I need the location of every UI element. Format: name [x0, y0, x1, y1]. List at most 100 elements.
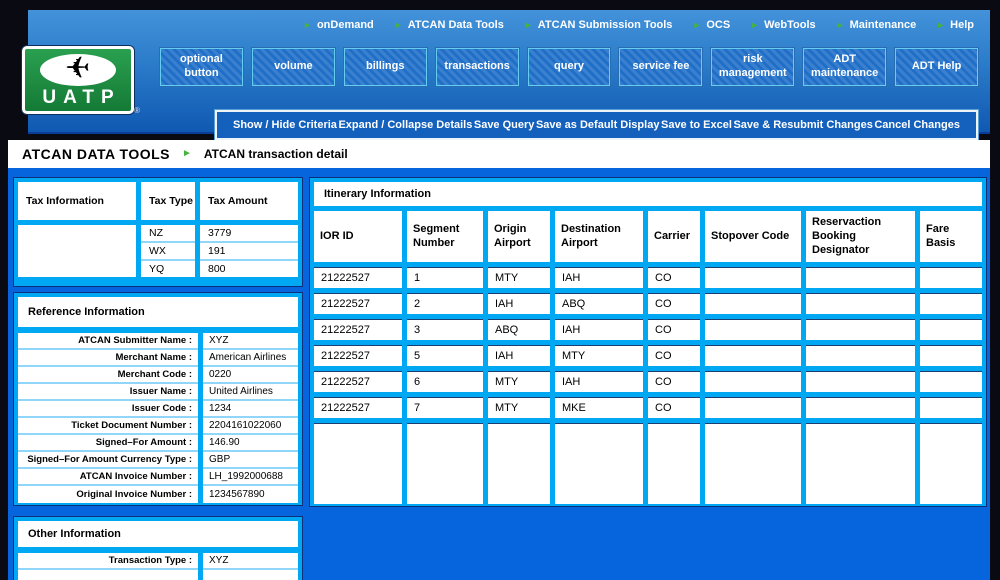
nav-arrow-icon: ► [936, 21, 945, 30]
itinerary-cell: CO [648, 397, 700, 418]
itinerary-cell: 21222527 [314, 267, 402, 288]
nav-item-webtools[interactable]: ►WebTools [750, 19, 815, 31]
itinerary-cell: IAH [555, 319, 643, 340]
nav-item-ocs[interactable]: ►OCS [692, 19, 730, 31]
itinerary-cell: MTY [488, 371, 550, 392]
tax-header-row: Tax Information Tax Type Tax Amount [18, 182, 298, 220]
field-label: Transaction Type : [18, 553, 198, 570]
module-button-adt-maintenance[interactable]: ADT maintenance [803, 48, 886, 86]
itinerary-cell: 21222527 [314, 345, 402, 366]
itinerary-cell: MTY [488, 397, 550, 418]
tax-amount-column: 3779191800 [200, 225, 298, 277]
itinerary-table: IOR IDSegment NumberOrigin AirportDestin… [314, 211, 982, 504]
field-value: LH_1992000688 [203, 469, 298, 486]
tax-amount-header: Tax Amount [200, 182, 298, 220]
itinerary-col-header-destination-airport: Destination Airport [555, 211, 643, 262]
field-label: Merchant Code : [18, 367, 198, 384]
itinerary-col-header-reservaction-booking-designator: Reservaction Booking Designator [806, 211, 915, 262]
field-label: Original Invoice Number : [18, 486, 198, 503]
itinerary-col-header-ior-id: IOR ID [314, 211, 402, 262]
itinerary-cell: IAH [488, 345, 550, 366]
itinerary-col-header-stopover-code: Stopover Code [705, 211, 801, 262]
itinerary-cell: IAH [488, 293, 550, 314]
reference-information-panel: Reference Information ATCAN Submitter Na… [14, 293, 302, 505]
nav-item-atcan-data-tools[interactable]: ►ATCAN Data Tools [394, 19, 504, 31]
field-label: Issuer Code : [18, 401, 198, 418]
itinerary-information-panel: Itinerary Information IOR IDSegment Numb… [310, 178, 986, 506]
logo-oval: ✈ [40, 54, 116, 86]
toolbar-item-show-hide-criteria[interactable]: Show / Hide Criteria [233, 119, 337, 131]
app-window: { "colors": { "outer_frame": "#0a0b12", … [0, 0, 1000, 580]
field-label [18, 570, 198, 580]
module-button-volume[interactable]: volume [252, 48, 335, 86]
toolbar-item-save-resubmit-changes[interactable]: Save & Resubmit Changes [733, 119, 872, 131]
tax-panel-title: Tax Information [18, 182, 136, 220]
field-value: 2204161022060 [203, 418, 298, 435]
itinerary-cell [920, 345, 982, 366]
nav-item-atcan-submission-tools[interactable]: ►ATCAN Submission Tools [524, 19, 673, 31]
breadcrumb-arrow-icon: ► [182, 149, 192, 159]
itinerary-cell: 2 [407, 293, 483, 314]
nav-arrow-icon: ► [394, 21, 403, 30]
nav-arrow-icon: ► [692, 21, 701, 30]
itinerary-cell: CO [648, 319, 700, 340]
module-button-adt-help[interactable]: ADT Help [895, 48, 978, 86]
itinerary-cell: CO [648, 345, 700, 366]
toolbar-item-expand-collapse-details[interactable]: Expand / Collapse Details [338, 119, 472, 131]
field-value: 1234 [203, 401, 298, 418]
nav-arrow-icon: ► [750, 21, 759, 30]
toolbar-item-cancel-changes[interactable]: Cancel Changes [874, 119, 960, 131]
itinerary-cell: 21222527 [314, 293, 402, 314]
nav-item-maintenance[interactable]: ► Maintenance [836, 19, 917, 31]
itinerary-empty-cell [920, 423, 982, 504]
itinerary-cell: ABQ [488, 319, 550, 340]
module-button-optional-button[interactable]: optional button [160, 48, 243, 86]
nav-item-label: Maintenance [850, 19, 917, 31]
field-value: 146.90 [203, 435, 298, 452]
tax-information-panel: Tax Information Tax Type Tax Amount NZWX… [14, 178, 302, 286]
page-title-bar: ATCAN DATA TOOLS ► ATCAN transaction det… [8, 140, 990, 168]
module-button-transactions[interactable]: transactions [436, 48, 519, 86]
toolbar-item-save-as-default-display[interactable]: Save as Default Display [536, 119, 660, 131]
itinerary-empty-cell [705, 423, 801, 504]
other-information-panel: Other Information Transaction Type : XYZ [14, 517, 302, 580]
itinerary-empty-cell [555, 423, 643, 504]
itinerary-col-header-origin-airport: Origin Airport [488, 211, 550, 262]
field-label: ATCAN Submitter Name : [18, 333, 198, 350]
itinerary-cell: CO [648, 267, 700, 288]
nav-item-ondemand[interactable]: ►onDemand [303, 19, 374, 31]
nav-item-help[interactable]: ► Help [936, 19, 974, 31]
tax-spacer-cell [18, 225, 136, 277]
content-area: Tax Information Tax Type Tax Amount NZWX… [8, 168, 990, 580]
itinerary-col-header-carrier: Carrier [648, 211, 700, 262]
field-value: XYZ [203, 553, 298, 570]
field-value: XYZ [203, 333, 298, 350]
field-label: Merchant Name : [18, 350, 198, 367]
itinerary-cell [705, 319, 801, 340]
other-panel-title: Other Information [18, 521, 298, 547]
nav-item-label: Help [950, 19, 974, 31]
registered-mark: ® [134, 106, 140, 115]
itinerary-cell [806, 319, 915, 340]
itinerary-cell: CO [648, 293, 700, 314]
itinerary-cell: 21222527 [314, 371, 402, 392]
itinerary-empty-cell [648, 423, 700, 504]
nav-arrow-icon: ► [836, 21, 845, 30]
toolbar-item-save-query[interactable]: Save Query [474, 119, 535, 131]
itinerary-col-header-fare-basis: Fare Basis [920, 211, 982, 262]
module-button-query[interactable]: query [528, 48, 611, 86]
nav-arrow-icon: ► [524, 21, 533, 30]
module-button-risk-management[interactable]: risk management [711, 48, 794, 86]
field-value [203, 570, 298, 580]
itinerary-cell [806, 371, 915, 392]
logo-text: UATP [35, 88, 120, 107]
toolbar-item-save-to-excel[interactable]: Save to Excel [661, 119, 732, 131]
module-buttons: optional buttonvolumebillingstransaction… [160, 48, 978, 86]
itinerary-cell [705, 371, 801, 392]
module-button-billings[interactable]: billings [344, 48, 427, 86]
itinerary-cell [920, 397, 982, 418]
itinerary-cell [705, 397, 801, 418]
module-button-service-fee[interactable]: service fee [619, 48, 702, 86]
itinerary-empty-cell [407, 423, 483, 504]
page-title: ATCAN DATA TOOLS [22, 146, 170, 162]
